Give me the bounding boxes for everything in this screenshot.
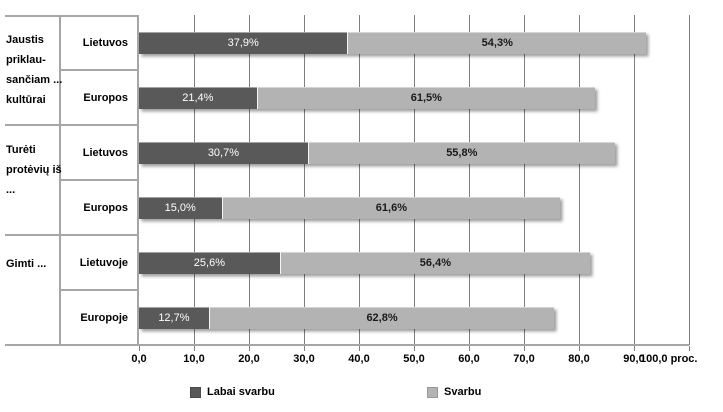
legend-item-svarbu: Svarbu (427, 386, 481, 398)
gridline (634, 15, 635, 345)
row-label: Europoje (80, 311, 128, 324)
stacked-bar: 21,4% 61,5% (139, 86, 595, 109)
value-label: 15,0% (164, 201, 196, 214)
category-area-top-border (5, 15, 138, 17)
bar-segment-svarbu: 54,3% (347, 31, 647, 54)
bar-segment-labai-svarbu: 25,6% (139, 251, 280, 274)
category-axis-line (137, 15, 139, 345)
gridline (469, 15, 470, 345)
gridline (249, 15, 250, 345)
bar-segment-svarbu: 61,5% (256, 86, 595, 109)
value-label: 21,4% (182, 91, 214, 104)
group-label: Turėti protėvių iš ... (6, 144, 62, 196)
bar-segment-svarbu: 55,8% (307, 141, 615, 164)
x-tick-label: 0,0 (131, 353, 147, 365)
x-tick-label: 40,0 (348, 353, 370, 365)
x-axis-tick (194, 346, 195, 351)
row-label: Europos (83, 201, 128, 214)
value-label: 55,8% (446, 146, 478, 159)
x-tick-label-with-unit: 100,0 proc. (640, 353, 698, 365)
value-label: 62,8% (366, 311, 398, 324)
row-label: Lietuvoje (79, 256, 128, 269)
stacked-bar: 25,6% 56,4% (139, 251, 590, 274)
x-axis-tick (304, 346, 305, 351)
x-tick-label: 20,0 (238, 353, 260, 365)
value-label: 12,7% (158, 311, 190, 324)
row-label: Lietuvos (82, 36, 128, 49)
x-axis-tick (139, 346, 140, 351)
group-label: Jaustis priklau- sančiam ... kultūrai (6, 34, 63, 106)
stacked-bar: 12,7% 62,8% (139, 306, 555, 329)
bar-segment-labai-svarbu: 30,7% (139, 141, 308, 164)
value-label: 61,6% (375, 201, 407, 214)
x-axis-tick (249, 346, 250, 351)
gridline (524, 15, 525, 345)
stacked-bar: 30,7% 55,8% (139, 141, 615, 164)
group-divider-line (5, 234, 138, 236)
subcategory-divider-line (59, 179, 138, 181)
x-axis-tick (359, 346, 360, 351)
x-axis-tick (634, 346, 635, 351)
x-tick-label: 60,0 (458, 353, 480, 365)
value-label: 56,4% (419, 256, 451, 269)
gridline (359, 15, 360, 345)
row-label: Lietuvos (82, 146, 128, 159)
x-tick-label: 90,0 (623, 353, 645, 365)
value-label: 61,5% (410, 91, 442, 104)
gridline (414, 15, 415, 345)
value-label: 37,9% (227, 36, 259, 49)
stacked-bar: 37,9% 54,3% (139, 31, 647, 54)
x-tick-label: 70,0 (513, 353, 535, 365)
value-label: 54,3% (481, 36, 513, 49)
value-label: 30,7% (207, 146, 240, 159)
legend-label-svarbu: Svarbu (444, 386, 482, 398)
x-axis-tick (579, 346, 580, 351)
bar-segment-svarbu: 56,4% (279, 251, 590, 274)
legend-label-labai-svarbu: Labai svarbu (207, 386, 275, 398)
subcategory-divider-line (59, 69, 138, 71)
legend-swatch-svarbu (427, 386, 438, 398)
x-tick-label: 80,0 (568, 353, 590, 365)
x-axis-tick (414, 346, 415, 351)
x-axis-tick (469, 346, 470, 351)
bar-segment-labai-svarbu: 21,4% (139, 86, 257, 109)
bar-segment-svarbu: 62,8% (208, 306, 555, 329)
legend-item-labai-svarbu: Labai svarbu (190, 386, 275, 398)
bar-segment-labai-svarbu: 12,7% (139, 306, 209, 329)
x-axis-tick (689, 346, 690, 351)
x-axis-line (5, 344, 689, 346)
gridline (304, 15, 305, 345)
bar-segment-labai-svarbu: 37,9% (139, 31, 348, 54)
stacked-bar: 15,0% 61,6% (139, 196, 561, 219)
group-divider-line (5, 124, 138, 126)
group-label: Gimti ... (6, 258, 47, 270)
row-label: Europos (83, 91, 128, 104)
gridline (689, 15, 690, 345)
gridline (579, 15, 580, 345)
value-label: 25,6% (193, 256, 225, 269)
x-axis-tick (524, 346, 525, 351)
x-tick-label: 30,0 (293, 353, 315, 365)
gridline (194, 15, 195, 345)
subcategory-divider-line (59, 289, 138, 291)
legend-swatch-labai-svarbu (190, 386, 201, 398)
bar-segment-labai-svarbu: 15,0% (139, 196, 222, 219)
category-level-separator-line (59, 15, 61, 345)
x-tick-label: 50,0 (403, 353, 425, 365)
x-tick-label: 10,0 (183, 353, 205, 365)
bar-segment-svarbu: 61,6% (221, 196, 561, 219)
